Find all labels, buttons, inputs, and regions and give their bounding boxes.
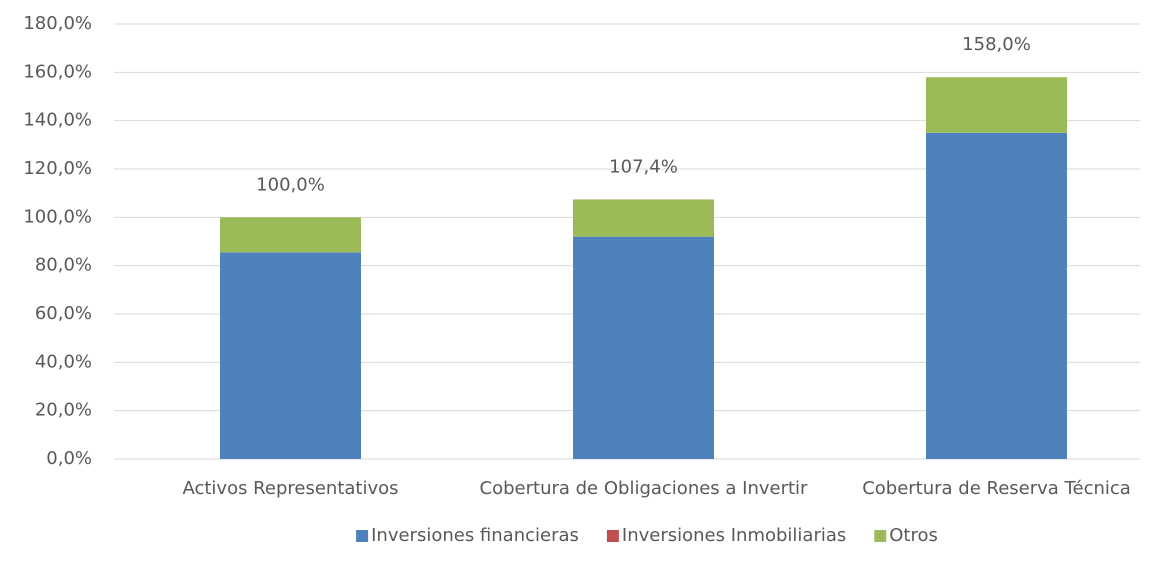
total-label: 107,4% [609,156,678,177]
legend: Inversiones financieras Inversiones Inmob… [356,525,938,546]
x-tick-label: Cobertura de Obligaciones a Invertir [480,478,809,499]
bar-segment [573,236,714,459]
legend-label: Inversiones Inmobiliarias [622,525,846,546]
bar-segment [573,199,714,237]
y-tick-label: 60,0% [35,303,92,324]
y-tick-label: 120,0% [23,158,92,179]
bar-segment [220,252,361,459]
total-label: 100,0% [256,174,325,195]
x-tick-label: Activos Representativos [182,478,398,499]
bar-segment [926,132,1067,459]
y-tick-label: 0,0% [46,448,92,469]
bar-segment [926,77,1067,133]
y-tick-label: 100,0% [23,206,92,227]
total-label: 158,0% [962,34,1031,55]
legend-label: Inversiones financieras [371,525,579,546]
y-tick-label: 140,0% [23,110,92,131]
x-tick-label: Cobertura de Reserva Técnica [862,478,1131,499]
y-tick-label: 40,0% [35,351,92,372]
legend-swatch [356,530,369,542]
legend-swatch [606,530,619,542]
y-tick-label: 180,0% [23,13,92,34]
y-tick-label: 160,0% [23,61,92,82]
legend-swatch [874,530,887,542]
y-tick-label: 20,0% [35,400,92,421]
bar-segment [220,217,361,253]
y-tick-label: 80,0% [35,255,92,276]
legend-label: Otros [889,525,938,546]
